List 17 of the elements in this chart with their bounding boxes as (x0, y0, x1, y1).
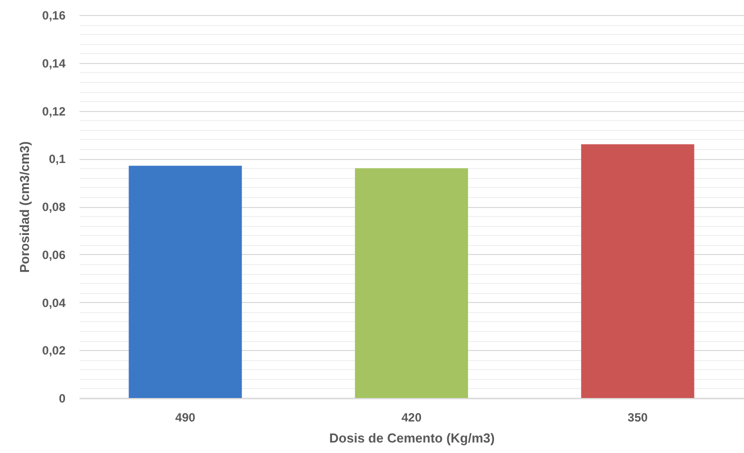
y-tick-label: 0,14 (42, 56, 66, 70)
y-tick-label: 0 (58, 392, 66, 406)
x-tick-label: 350 (628, 410, 648, 424)
y-axis-title: Porosidad (cm3/cm3) (17, 141, 32, 273)
bar (581, 144, 694, 398)
y-tick-label: 0,16 (42, 8, 66, 22)
y-tick-label: 0,04 (42, 296, 66, 310)
x-tick-label: 490 (175, 410, 196, 424)
y-tick-label: 0,1 (48, 152, 66, 166)
x-tick-label: 420 (401, 410, 422, 424)
y-tick-label: 0,02 (42, 344, 66, 358)
bar (128, 166, 242, 398)
x-axis-title: Dosis de Cemento (Kg/m3) (329, 430, 495, 446)
y-tick-label: 0,12 (42, 104, 66, 118)
y-tick-label: 0,06 (42, 248, 66, 262)
bar (354, 168, 468, 398)
y-tick-label: 0,08 (42, 200, 66, 214)
